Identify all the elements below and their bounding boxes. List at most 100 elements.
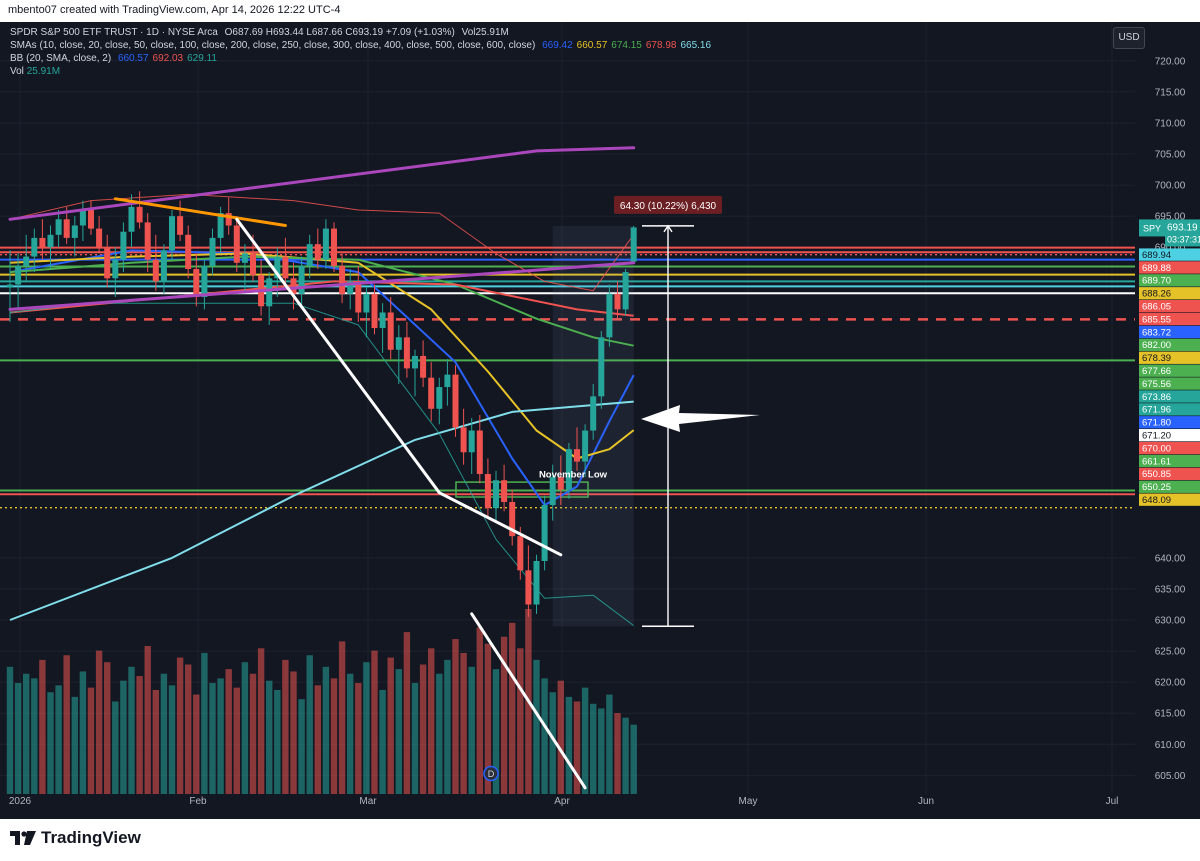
candle-body-53 (436, 387, 443, 409)
price-label-box-3 (1139, 287, 1200, 300)
volume-bar-27 (225, 669, 232, 794)
candle-body-48 (395, 337, 402, 350)
candle-body-5 (47, 234, 54, 248)
price-label-8: 678.39 (1142, 353, 1171, 364)
price-label-14: 671.20 (1142, 431, 1171, 442)
chart-canvas[interactable]: 64.30 (10.22%) 6,430 November Low D 720.00… (0, 22, 1200, 819)
candle-22 (185, 225, 192, 279)
tradingview-logo-icon (10, 831, 36, 845)
time-label-5: Jun (918, 796, 934, 807)
time-label-6: Jul (1106, 796, 1119, 807)
volume-bar-62 (509, 622, 516, 794)
candle-31 (258, 259, 265, 316)
price-label-box-15 (1139, 441, 1200, 455)
price-label-box-10 (1139, 377, 1200, 390)
sma-value-2: 674.15 (611, 40, 642, 51)
last-price-box (1165, 219, 1200, 247)
volume-bar-24 (201, 652, 208, 794)
candle-body-73 (598, 337, 605, 397)
candle-25 (209, 228, 216, 276)
candle-body-16 (136, 206, 143, 223)
candle-75 (614, 281, 621, 319)
candle-55 (452, 365, 459, 437)
price-label-5: 685.55 (1142, 314, 1171, 325)
candle-4 (39, 219, 46, 260)
indicator-series-5 (9, 193, 635, 292)
footer: TradingView (0, 819, 1200, 861)
candle-body-6 (55, 219, 62, 235)
candle-39 (322, 219, 329, 269)
price-tick-14: 605.00 (1155, 771, 1186, 782)
candle-body-46 (379, 312, 386, 329)
candles (7, 191, 637, 617)
candle-50 (412, 349, 418, 397)
volume-bar-53 (436, 673, 443, 794)
price-label-box-18 (1139, 480, 1200, 493)
currency-button[interactable]: USD (1113, 27, 1145, 49)
measure-label-text: 64.30 (10.22%) 6,430 (620, 201, 717, 212)
candle-body-41 (339, 265, 346, 294)
last-price-symbol: SPY (1143, 223, 1161, 233)
price-label-box-6 (1139, 325, 1200, 339)
volume-bar-30 (249, 673, 257, 794)
candle-body-13 (112, 259, 119, 279)
price-tick-11: 620.00 (1155, 678, 1186, 689)
volume-bar-9 (79, 671, 87, 794)
candle-43 (355, 265, 362, 322)
candle-body-75 (614, 293, 621, 310)
candle-body-2 (23, 256, 30, 266)
price-label-box-13 (1139, 416, 1200, 429)
volume-bar-59 (484, 643, 492, 794)
volume-bar-31 (257, 648, 265, 794)
candle-body-58 (476, 430, 483, 475)
tradingview-logo: TradingView (10, 828, 141, 848)
candle-11 (96, 216, 103, 254)
price-tick-5: 695.00 (1155, 212, 1186, 223)
candle-body-42 (347, 281, 354, 294)
candle-35 (290, 262, 297, 310)
price-label-box-14 (1139, 429, 1200, 442)
candle-body-38 (314, 244, 321, 260)
volume-bar-0 (6, 666, 14, 794)
volume-bar-37 (306, 655, 313, 794)
candle-body-54 (444, 374, 451, 388)
created-by-text: mbento07 created with TradingView.com, A… (8, 4, 341, 16)
last-price-symbol-box (1139, 219, 1165, 237)
candle-1 (15, 253, 22, 310)
tradingview-logo-text: TradingView (41, 828, 141, 847)
candle-body-23 (193, 268, 200, 297)
vol-value: 25.91M (475, 27, 509, 38)
candle-2 (23, 234, 30, 282)
volume-bar-55 (452, 639, 459, 794)
ohlc-values: O687.69 H693.44 L687.66 C693.19 +7.09 (+… (224, 27, 455, 38)
volume-bar-67 (549, 692, 556, 794)
price-label-18: 650.25 (1142, 482, 1171, 493)
price-tick-0: 720.00 (1155, 56, 1186, 67)
candle-body-49 (403, 337, 410, 369)
candle-body-33 (274, 256, 281, 279)
volume-bar-43 (355, 683, 362, 794)
candle-18 (152, 234, 159, 291)
volume-bar-77 (630, 724, 637, 794)
price-label-box-16 (1139, 454, 1200, 468)
price-label-16: 661.61 (1142, 456, 1171, 467)
legend-vol-row: Vol 25.91M (10, 65, 711, 78)
chart-area[interactable]: 64.30 (10.22%) 6,430 November Low D 720.00… (0, 22, 1200, 819)
volume-bar-41 (338, 641, 346, 794)
time-label-1: Feb (189, 796, 207, 807)
candle-body-32 (266, 278, 273, 307)
volume-bar-23 (193, 694, 200, 794)
candle-19 (160, 244, 167, 294)
trendline-3 (235, 217, 563, 557)
price-label-box-12 (1139, 403, 1200, 416)
candle-body-39 (322, 228, 329, 260)
candle-53 (436, 377, 443, 425)
price-label-box-19 (1139, 493, 1200, 506)
candle-body-1 (15, 265, 22, 285)
candle-body-59 (484, 474, 491, 509)
volume-bar-74 (606, 694, 613, 794)
volume-bar-1 (14, 683, 22, 794)
candle-body-20 (169, 216, 175, 251)
price-tick-12: 615.00 (1155, 709, 1186, 720)
candle-body-74 (606, 293, 613, 338)
